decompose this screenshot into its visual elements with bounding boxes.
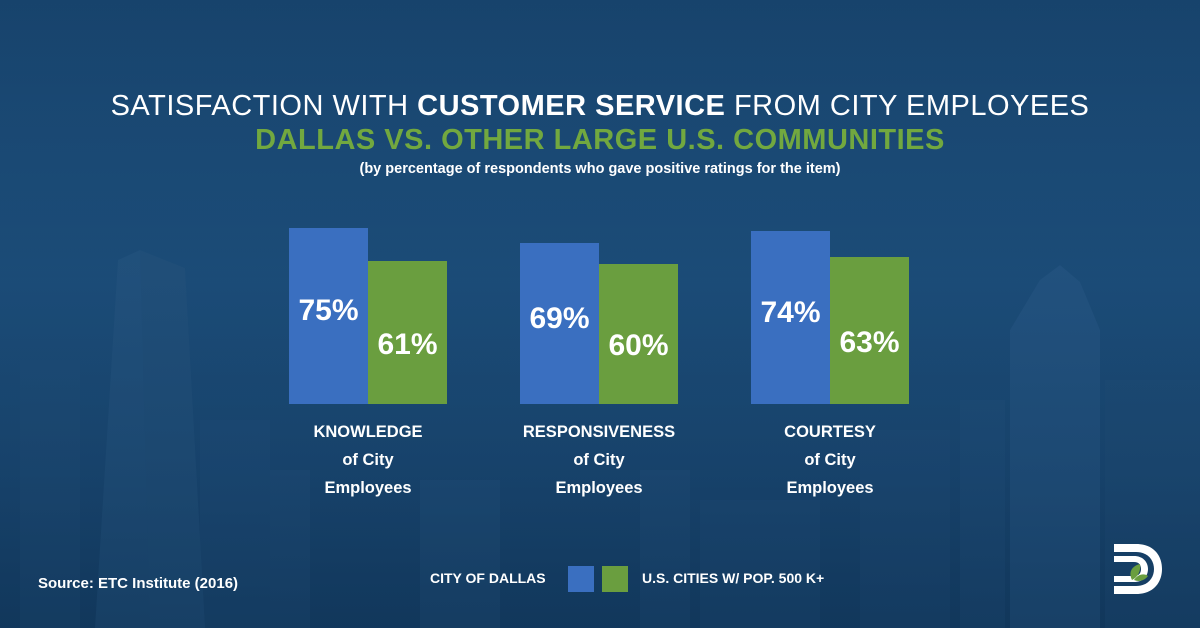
bar-dallas-1: 75% [289, 228, 368, 404]
chart-subtitle-line: DALLAS VS. OTHER LARGE U.S. COMMUNITIES [255, 124, 945, 156]
chart-note: (by percentage of respondents who gave p… [359, 161, 841, 177]
legend-swatch-us-cities [602, 566, 628, 592]
bar-us-cities-2: 60% [599, 264, 678, 404]
legend-label-us-cities: U.S. CITIES W/ POP. 500 K+ [642, 570, 825, 586]
data-label-us-cities-1: 61% [377, 327, 438, 361]
legend-label-dallas: CITY OF DALLAS [430, 570, 546, 586]
category-label-line: KNOWLEDGE [313, 423, 423, 441]
title-emphasis: CUSTOMER SERVICE [417, 90, 726, 122]
category-label-line: RESPONSIVENESS [522, 423, 676, 441]
title-prefix: SATISFACTION WITH [110, 90, 418, 122]
category-label-line: of City [342, 451, 394, 469]
category-label-line: COURTESY [784, 423, 876, 441]
data-label-us-cities-2: 60% [608, 329, 669, 362]
category-label-1: KNOWLEDGE of City Employees [268, 418, 468, 502]
legend-swatch-dallas [568, 566, 594, 592]
bar-dallas-3: 74% [751, 231, 830, 404]
category-label-line: Employees [555, 479, 643, 497]
title-suffix: FROM CITY EMPLOYEES [725, 90, 1090, 122]
category-label-line: of City [573, 451, 625, 469]
bar-dallas-2: 69% [520, 243, 599, 404]
data-label-dallas-1: 75% [298, 294, 359, 327]
data-label-dallas-2: 69% [529, 301, 590, 335]
chart-title: SATISFACTION WITH CUSTOMER SERVICE FROM … [0, 90, 1200, 123]
data-label-dallas-3: 74% [760, 295, 821, 329]
source-note: Source: ETC Institute (2016) [38, 575, 239, 592]
bar-us-cities-3: 63% [830, 257, 909, 404]
dallas-d-logo-icon [1114, 544, 1162, 594]
bar-us-cities-1: 61% [368, 261, 447, 404]
category-label-2: RESPONSIVENESS of City Employees [499, 418, 699, 502]
category-label-line: of City [804, 451, 856, 469]
category-label-line: Employees [786, 479, 874, 497]
data-label-us-cities-3: 63% [839, 325, 900, 359]
category-label-line: Employees [324, 479, 412, 497]
category-label-3: COURTESY of City Employees [730, 418, 930, 502]
